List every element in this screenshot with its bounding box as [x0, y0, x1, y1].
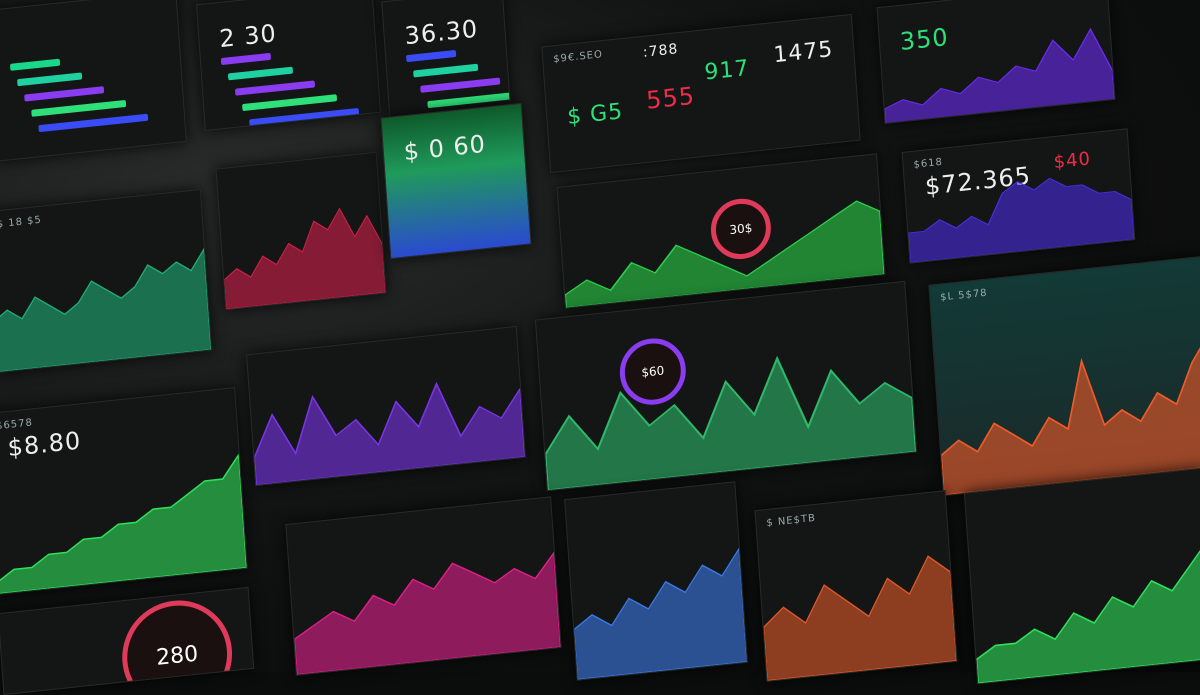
area-chart — [293, 550, 561, 675]
panel-label: $L 5$78 — [939, 287, 988, 304]
chart-series — [940, 331, 1200, 496]
area-chart — [940, 331, 1200, 496]
progress-bar — [406, 49, 457, 63]
panel-metric: $ G5 — [566, 99, 625, 131]
panel-label: $618 — [913, 156, 944, 171]
progress-bar — [9, 58, 61, 71]
chart-series — [763, 555, 957, 681]
panel-value: 2 30 — [218, 19, 278, 54]
dashboard-panel: 2 30 — [196, 0, 381, 132]
dashboard-panel: 350 — [876, 0, 1116, 124]
chart-series — [564, 200, 885, 308]
chart-series — [975, 536, 1200, 684]
dashboard-panel — [564, 481, 748, 681]
progress-bar — [17, 72, 83, 87]
panel-value: $8.80 — [6, 426, 83, 463]
panel-label: $ NE$TB — [766, 512, 817, 530]
progress-bar — [220, 52, 272, 66]
dashboard-panel: $ NE$TB — [754, 490, 958, 682]
dashboard-panel: $ 0 60 — [380, 102, 532, 260]
panel-label: $ 18 $5 — [0, 214, 43, 231]
chart-series — [223, 207, 386, 310]
dashboard-panel: $60 — [534, 280, 918, 492]
dashboard-panel: $ 18 $5 — [0, 188, 213, 374]
panel-metric: 1475 — [772, 36, 835, 69]
area-chart — [883, 27, 1115, 123]
progress-bar — [227, 66, 294, 81]
dashboard-panel: $618 $72.365 $40 — [901, 128, 1136, 264]
progress-bar — [413, 63, 479, 78]
progress-bar — [242, 94, 338, 112]
dashboard-panel — [215, 151, 387, 311]
dashboard-panel — [963, 467, 1200, 685]
progress-bar — [24, 86, 105, 102]
progress-bar — [234, 80, 316, 96]
area-chart — [223, 207, 386, 310]
dashboard-panel: 36.30 — [381, 0, 511, 119]
progress-bar — [38, 113, 149, 133]
dashboard-panel: $6578 $8.80 — [0, 387, 248, 595]
chart-series — [293, 550, 561, 675]
area-chart — [0, 246, 212, 373]
panel-value: 36.30 — [403, 14, 480, 51]
panel-metric: 917 — [703, 55, 751, 86]
panel-label: $9€.SEO — [552, 49, 604, 66]
area-chart — [253, 381, 525, 485]
dashboard-panel: $L 5$78 — [928, 255, 1200, 497]
chart-series — [883, 27, 1115, 123]
gauge-circle: 280 — [118, 595, 236, 695]
area-chart — [573, 547, 747, 680]
area-chart — [544, 355, 917, 491]
chart-series — [0, 452, 247, 594]
chart-series — [0, 246, 212, 373]
dashboard-panel: 30$ — [556, 153, 886, 309]
panel-label: $6578 — [0, 417, 34, 433]
area-chart — [0, 452, 247, 594]
progress-bar — [420, 77, 501, 93]
area-chart — [907, 177, 1135, 263]
dashboard-panel — [0, 0, 187, 162]
chart-series — [573, 547, 747, 680]
dashboard-panel — [246, 325, 526, 487]
dashboard-panel — [285, 496, 562, 676]
panel-metric: :788 — [642, 41, 679, 61]
panel-value: 555 — [645, 81, 696, 115]
area-chart — [763, 555, 957, 681]
chart-series — [907, 177, 1135, 263]
panel-value: $ 0 60 — [402, 129, 487, 167]
progress-bar — [31, 99, 127, 117]
chart-series — [253, 381, 525, 485]
chart-series — [544, 355, 917, 491]
area-chart — [564, 200, 885, 308]
area-chart — [975, 536, 1200, 684]
